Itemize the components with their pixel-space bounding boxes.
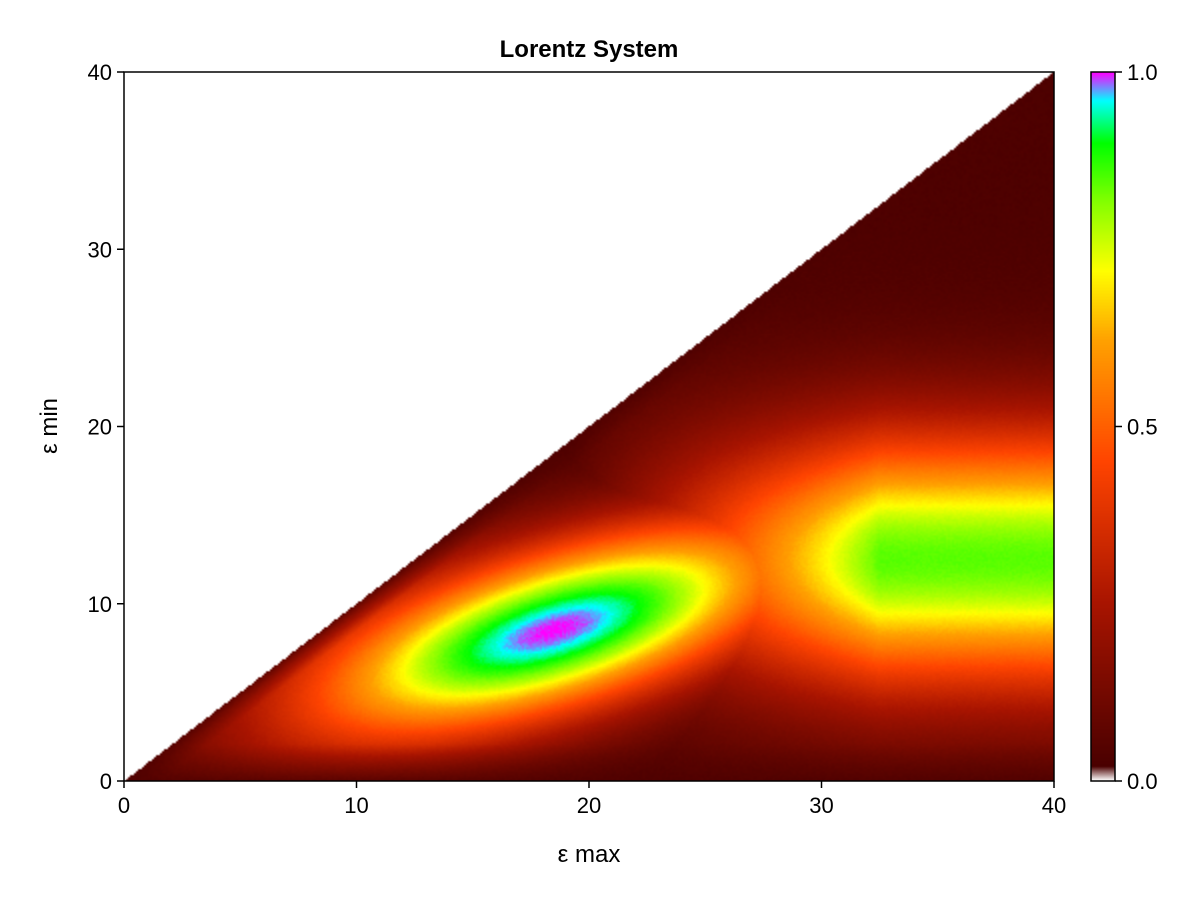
x-tick-label: 0	[118, 793, 130, 818]
colorbar-tick-label: 0.0	[1127, 769, 1158, 794]
x-tick-label: 10	[344, 793, 368, 818]
colorbar-frame	[1091, 72, 1115, 781]
x-tick-label: 40	[1042, 793, 1066, 818]
y-tick-label: 30	[88, 237, 112, 262]
colorbar-tick-label: 1.0	[1127, 60, 1158, 85]
x-tick-label: 20	[577, 793, 601, 818]
chart-title: Lorentz System	[500, 36, 679, 63]
y-axis-label: ε min	[36, 398, 63, 454]
colorbar-tick-label: 0.5	[1127, 415, 1158, 440]
y-tick-label: 40	[88, 60, 112, 85]
plot-frame	[124, 72, 1054, 781]
x-tick-label: 30	[809, 793, 833, 818]
y-tick-label: 10	[88, 592, 112, 617]
x-axis-label: ε max	[558, 841, 621, 868]
y-tick-label: 20	[88, 415, 112, 440]
x-axis: 0 10 20 30 40	[118, 781, 1066, 818]
colorbar-axis: 0.0 0.5 1.0	[1115, 60, 1158, 794]
y-tick-label: 0	[100, 769, 112, 794]
y-axis: 0 10 20 30 40	[88, 60, 124, 794]
